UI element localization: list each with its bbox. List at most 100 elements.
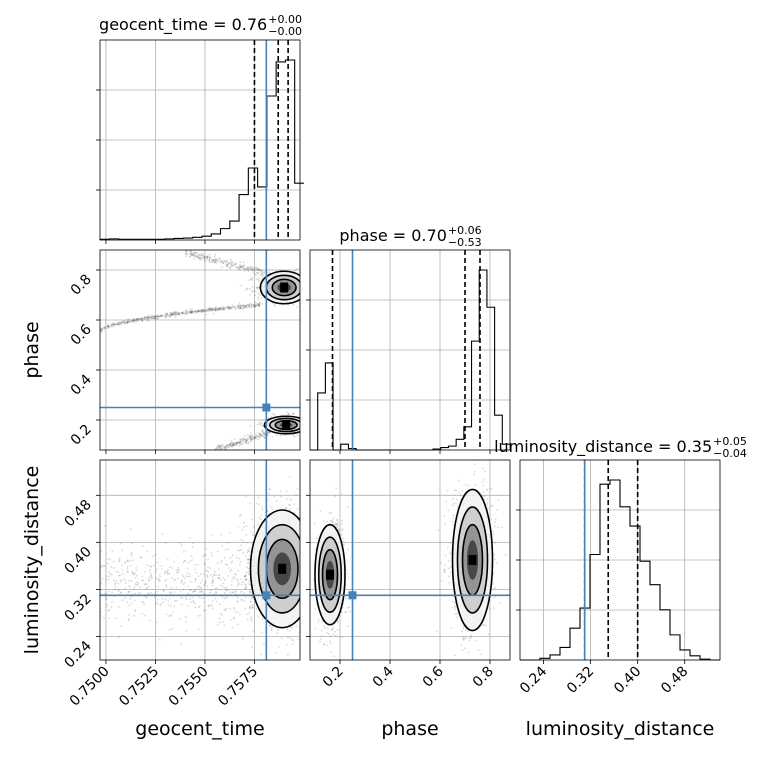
sample-point: [328, 633, 330, 635]
sample-point: [496, 509, 498, 511]
sample-point: [214, 256, 216, 258]
sample-point: [259, 274, 261, 276]
sample-point: [128, 591, 130, 593]
sample-point: [261, 506, 263, 508]
sample-point: [114, 584, 116, 586]
sample-point: [347, 506, 349, 508]
sample-point: [257, 296, 259, 298]
sample-point: [243, 261, 245, 263]
sample-point: [244, 584, 246, 586]
sample-point: [107, 558, 109, 560]
sample-point: [247, 434, 249, 436]
sample-point: [258, 436, 260, 438]
sample-point: [259, 424, 261, 426]
sample-point: [242, 541, 244, 543]
sample-point: [120, 579, 122, 581]
sample-point: [199, 591, 201, 593]
sample-point: [122, 564, 124, 566]
sample-point: [240, 561, 242, 563]
sample-point: [280, 496, 282, 498]
sample-point: [332, 633, 334, 635]
sample-point: [249, 555, 251, 557]
sample-point: [106, 604, 108, 606]
sample-point: [326, 632, 328, 634]
sample-point: [132, 559, 134, 561]
sample-point: [105, 579, 107, 581]
sample-point: [237, 601, 239, 603]
sample-point: [191, 555, 193, 557]
sample-point: [272, 413, 274, 415]
sample-point: [115, 586, 117, 588]
sample-point: [249, 267, 251, 269]
sample-point: [228, 567, 230, 569]
sample-point: [169, 629, 171, 631]
sample-point: [170, 605, 172, 607]
sample-point: [239, 302, 241, 304]
sample-point: [252, 291, 254, 293]
sample-point: [102, 578, 104, 580]
sample-point: [100, 551, 102, 553]
sample-point: [239, 558, 241, 560]
sample-point: [314, 628, 316, 630]
sample-point: [250, 432, 252, 434]
sample-point: [111, 324, 113, 326]
sample-point: [218, 446, 220, 448]
sample-point: [247, 307, 249, 309]
sample-point: [262, 508, 264, 510]
sample-point: [485, 625, 487, 627]
sample-point: [134, 609, 136, 611]
sample-point: [126, 601, 128, 603]
sample-point: [191, 559, 193, 561]
sample-point: [171, 312, 173, 314]
sample-point: [169, 598, 171, 600]
sample-point: [231, 308, 233, 310]
sample-point: [222, 621, 224, 623]
sample-point: [465, 637, 467, 639]
sample-point: [220, 585, 222, 587]
sample-point: [181, 644, 183, 646]
sample-point: [172, 611, 174, 613]
sample-point: [214, 571, 216, 573]
sample-point: [238, 446, 240, 448]
sample-point: [245, 596, 247, 598]
sample-point: [454, 603, 456, 605]
sample-point: [230, 267, 232, 269]
sample-point: [252, 607, 254, 609]
sample-point: [156, 562, 158, 564]
sample-point: [238, 526, 240, 528]
sample-point: [119, 575, 121, 577]
sample-point: [106, 606, 108, 608]
sample-point: [259, 432, 261, 434]
sample-point: [242, 552, 244, 554]
sample-point: [185, 597, 187, 599]
sample-point: [289, 498, 291, 500]
sample-point: [222, 546, 224, 548]
sample-point: [261, 423, 263, 425]
sample-point: [493, 554, 495, 556]
sample-point: [250, 597, 252, 599]
sample-point: [286, 644, 288, 646]
sample-point: [230, 261, 232, 263]
sample-point: [168, 604, 170, 606]
sample-point: [452, 601, 454, 603]
sample-point: [159, 575, 161, 577]
sample-point: [233, 591, 235, 593]
sample-point: [121, 323, 123, 325]
sample-point: [497, 527, 499, 529]
panel-phase-vs-geocent_time: [99, 249, 308, 451]
panel-luminosity_distance-vs-geocent_time-content: [99, 476, 314, 656]
sample-point: [246, 525, 248, 527]
sample-point: [295, 494, 297, 496]
sample-point: [162, 533, 164, 535]
sample-point: [217, 260, 219, 262]
sample-point: [219, 621, 221, 623]
sample-point: [342, 538, 344, 540]
sample-point: [330, 643, 332, 645]
sample-point: [233, 576, 235, 578]
sample-point: [224, 557, 226, 559]
sample-point: [125, 579, 127, 581]
truth-marker: [262, 404, 270, 412]
sample-point: [223, 582, 225, 584]
sample-point: [195, 256, 197, 258]
sample-point: [222, 586, 224, 588]
